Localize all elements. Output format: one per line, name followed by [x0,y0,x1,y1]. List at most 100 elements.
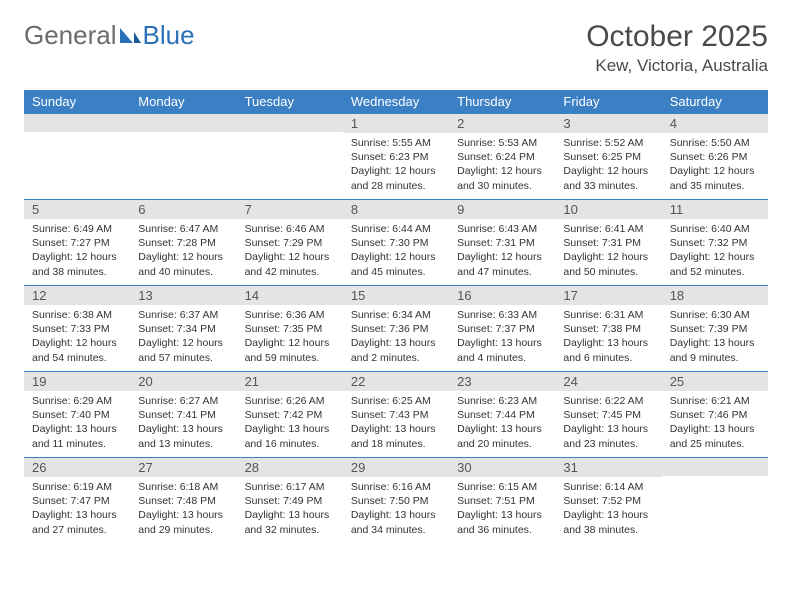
calendar-cell: 27Sunrise: 6:18 AMSunset: 7:48 PMDayligh… [130,457,236,543]
calendar-row: 1Sunrise: 5:55 AMSunset: 6:23 PMDaylight… [24,113,768,199]
sunset-text: Sunset: 7:30 PM [351,236,441,250]
daylight-text: Daylight: 12 hours and 38 minutes. [32,250,122,278]
calendar-row: 19Sunrise: 6:29 AMSunset: 7:40 PMDayligh… [24,371,768,457]
day-header: Tuesday [237,90,343,113]
sunrise-text: Sunrise: 6:46 AM [245,222,335,236]
daylight-text: Daylight: 12 hours and 42 minutes. [245,250,335,278]
empty-day-bar [662,457,768,476]
sunset-text: Sunset: 7:36 PM [351,322,441,336]
daylight-text: Daylight: 12 hours and 47 minutes. [457,250,547,278]
daylight-text: Daylight: 12 hours and 54 minutes. [32,336,122,364]
day-number: 3 [555,113,661,133]
day-details: Sunrise: 6:43 AMSunset: 7:31 PMDaylight:… [449,219,555,285]
day-header: Wednesday [343,90,449,113]
daylight-text: Daylight: 13 hours and 23 minutes. [563,422,653,450]
day-details: Sunrise: 6:27 AMSunset: 7:41 PMDaylight:… [130,391,236,457]
day-details: Sunrise: 5:53 AMSunset: 6:24 PMDaylight:… [449,133,555,199]
calendar-cell: 5Sunrise: 6:49 AMSunset: 7:27 PMDaylight… [24,199,130,285]
sunrise-text: Sunrise: 6:16 AM [351,480,441,494]
day-details: Sunrise: 6:38 AMSunset: 7:33 PMDaylight:… [24,305,130,371]
sunrise-text: Sunrise: 6:47 AM [138,222,228,236]
day-number: 23 [449,371,555,391]
day-details: Sunrise: 6:34 AMSunset: 7:36 PMDaylight:… [343,305,449,371]
sunrise-text: Sunrise: 6:17 AM [245,480,335,494]
day-details: Sunrise: 6:47 AMSunset: 7:28 PMDaylight:… [130,219,236,285]
calendar-cell: 8Sunrise: 6:44 AMSunset: 7:30 PMDaylight… [343,199,449,285]
calendar-cell: 26Sunrise: 6:19 AMSunset: 7:47 PMDayligh… [24,457,130,543]
day-details: Sunrise: 5:55 AMSunset: 6:23 PMDaylight:… [343,133,449,199]
day-number: 2 [449,113,555,133]
calendar-cell: 3Sunrise: 5:52 AMSunset: 6:25 PMDaylight… [555,113,661,199]
sunrise-text: Sunrise: 6:22 AM [563,394,653,408]
daylight-text: Daylight: 13 hours and 16 minutes. [245,422,335,450]
day-details: Sunrise: 6:44 AMSunset: 7:30 PMDaylight:… [343,219,449,285]
day-number: 4 [662,113,768,133]
day-details: Sunrise: 6:41 AMSunset: 7:31 PMDaylight:… [555,219,661,285]
calendar-cell: 17Sunrise: 6:31 AMSunset: 7:38 PMDayligh… [555,285,661,371]
daylight-text: Daylight: 13 hours and 18 minutes. [351,422,441,450]
calendar-cell: 16Sunrise: 6:33 AMSunset: 7:37 PMDayligh… [449,285,555,371]
calendar-cell: 12Sunrise: 6:38 AMSunset: 7:33 PMDayligh… [24,285,130,371]
logo-sail-icon [119,20,141,51]
sunset-text: Sunset: 7:37 PM [457,322,547,336]
day-details: Sunrise: 6:23 AMSunset: 7:44 PMDaylight:… [449,391,555,457]
day-number: 7 [237,199,343,219]
calendar-cell [130,113,236,199]
daylight-text: Daylight: 13 hours and 9 minutes. [670,336,760,364]
day-number: 31 [555,457,661,477]
day-header: Monday [130,90,236,113]
daylight-text: Daylight: 13 hours and 6 minutes. [563,336,653,364]
day-number: 15 [343,285,449,305]
calendar-cell: 15Sunrise: 6:34 AMSunset: 7:36 PMDayligh… [343,285,449,371]
daylight-text: Daylight: 13 hours and 29 minutes. [138,508,228,536]
sunrise-text: Sunrise: 6:25 AM [351,394,441,408]
sunset-text: Sunset: 7:40 PM [32,408,122,422]
day-details: Sunrise: 6:26 AMSunset: 7:42 PMDaylight:… [237,391,343,457]
sunset-text: Sunset: 7:31 PM [457,236,547,250]
day-number: 13 [130,285,236,305]
day-details: Sunrise: 6:22 AMSunset: 7:45 PMDaylight:… [555,391,661,457]
location: Kew, Victoria, Australia [586,56,768,76]
sunset-text: Sunset: 7:31 PM [563,236,653,250]
calendar-cell: 4Sunrise: 5:50 AMSunset: 6:26 PMDaylight… [662,113,768,199]
day-number: 8 [343,199,449,219]
sunset-text: Sunset: 7:49 PM [245,494,335,508]
calendar-cell: 1Sunrise: 5:55 AMSunset: 6:23 PMDaylight… [343,113,449,199]
daylight-text: Daylight: 13 hours and 36 minutes. [457,508,547,536]
day-details: Sunrise: 6:25 AMSunset: 7:43 PMDaylight:… [343,391,449,457]
logo-part2: Blue [143,20,195,51]
calendar-cell: 23Sunrise: 6:23 AMSunset: 7:44 PMDayligh… [449,371,555,457]
daylight-text: Daylight: 13 hours and 32 minutes. [245,508,335,536]
calendar-cell: 13Sunrise: 6:37 AMSunset: 7:34 PMDayligh… [130,285,236,371]
daylight-text: Daylight: 13 hours and 2 minutes. [351,336,441,364]
day-details: Sunrise: 6:16 AMSunset: 7:50 PMDaylight:… [343,477,449,543]
day-details: Sunrise: 6:40 AMSunset: 7:32 PMDaylight:… [662,219,768,285]
calendar-cell [237,113,343,199]
sunrise-text: Sunrise: 6:33 AM [457,308,547,322]
sunrise-text: Sunrise: 6:43 AM [457,222,547,236]
sunset-text: Sunset: 7:52 PM [563,494,653,508]
daylight-text: Daylight: 12 hours and 50 minutes. [563,250,653,278]
day-header: Sunday [24,90,130,113]
sunrise-text: Sunrise: 6:40 AM [670,222,760,236]
calendar-cell [24,113,130,199]
day-details: Sunrise: 6:19 AMSunset: 7:47 PMDaylight:… [24,477,130,543]
sunset-text: Sunset: 7:38 PM [563,322,653,336]
daylight-text: Daylight: 13 hours and 34 minutes. [351,508,441,536]
calendar-cell: 11Sunrise: 6:40 AMSunset: 7:32 PMDayligh… [662,199,768,285]
calendar-cell: 31Sunrise: 6:14 AMSunset: 7:52 PMDayligh… [555,457,661,543]
logo-part1: General [24,20,117,51]
day-details: Sunrise: 6:30 AMSunset: 7:39 PMDaylight:… [662,305,768,371]
sunset-text: Sunset: 7:32 PM [670,236,760,250]
calendar-cell: 28Sunrise: 6:17 AMSunset: 7:49 PMDayligh… [237,457,343,543]
title-block: October 2025 Kew, Victoria, Australia [586,20,768,76]
calendar-cell: 10Sunrise: 6:41 AMSunset: 7:31 PMDayligh… [555,199,661,285]
daylight-text: Daylight: 13 hours and 4 minutes. [457,336,547,364]
daylight-text: Daylight: 12 hours and 52 minutes. [670,250,760,278]
logo: General Blue [24,20,195,51]
sunrise-text: Sunrise: 6:41 AM [563,222,653,236]
sunrise-text: Sunrise: 6:29 AM [32,394,122,408]
sunrise-text: Sunrise: 6:49 AM [32,222,122,236]
calendar-body: 1Sunrise: 5:55 AMSunset: 6:23 PMDaylight… [24,113,768,543]
sunrise-text: Sunrise: 6:38 AM [32,308,122,322]
